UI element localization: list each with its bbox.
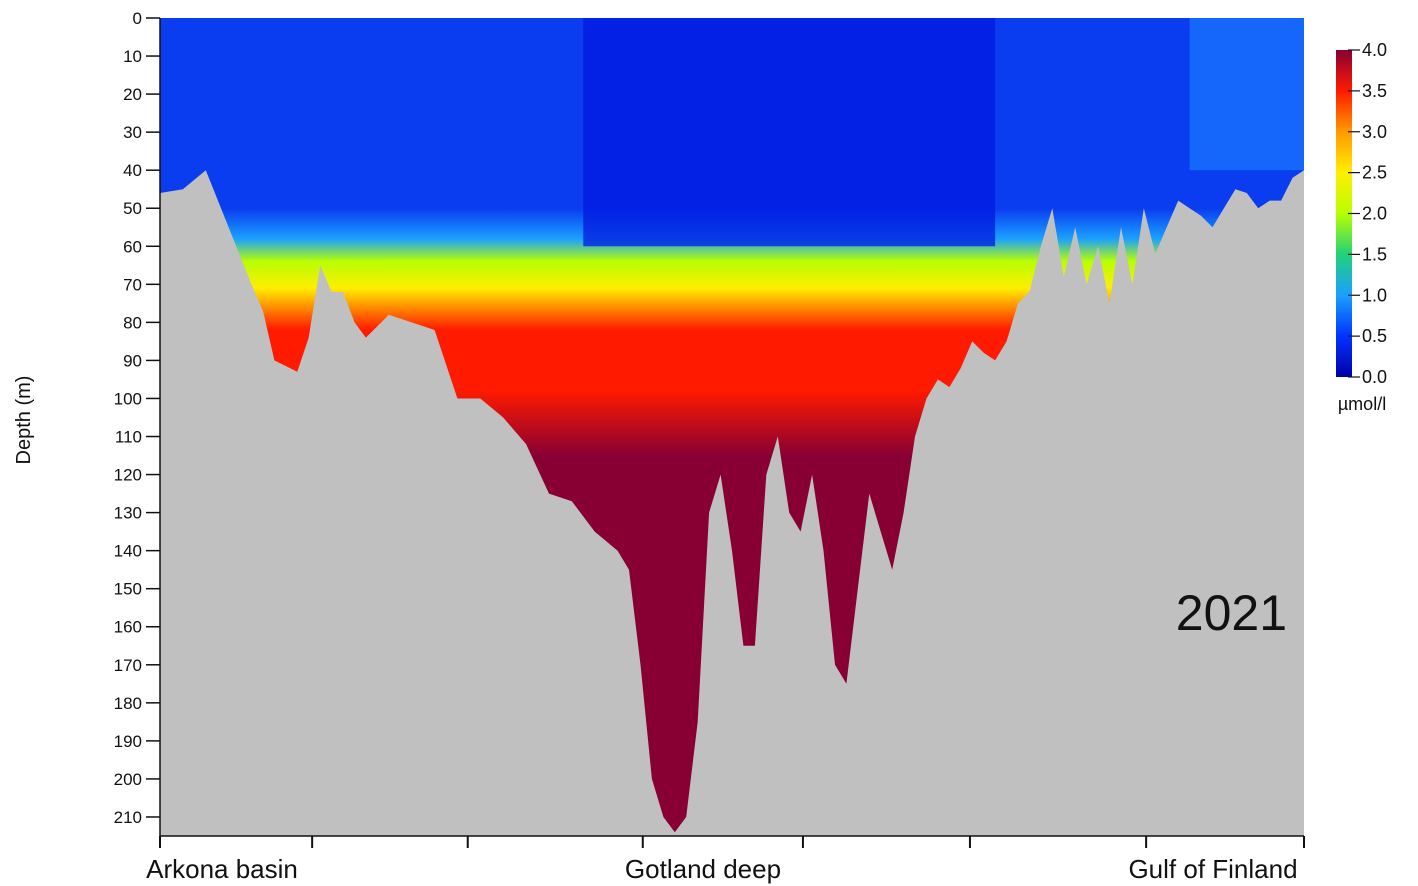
- plot-area: [160, 18, 1304, 836]
- y-tick-label: 180: [114, 694, 142, 713]
- y-tick-label: 10: [123, 47, 142, 66]
- colorbar-tick-label: 1.5: [1362, 244, 1387, 264]
- colorbar-unit-label: µmol/l: [1338, 394, 1386, 414]
- y-tick-label: 160: [114, 618, 142, 637]
- colorbar-tick-label: 4.0: [1362, 40, 1387, 60]
- y-tick-label: 110: [115, 428, 142, 447]
- y-tick-label: 50: [123, 199, 142, 218]
- y-tick-label: 100: [114, 389, 142, 408]
- year-annotation: 2021: [1176, 585, 1287, 641]
- y-tick-label: 90: [123, 351, 142, 370]
- colorbar-tick-label: 0.5: [1362, 326, 1387, 346]
- y-tick-label: 150: [114, 580, 142, 599]
- y-tick-label: 20: [123, 85, 142, 104]
- y-tick-label: 120: [114, 466, 142, 485]
- y-tick-label: 170: [114, 656, 142, 675]
- x-category-label: Gulf of Finland: [1128, 854, 1297, 884]
- y-tick-label: 200: [114, 770, 142, 789]
- y-tick-label: 210: [114, 808, 142, 827]
- x-category-label: Gotland deep: [625, 854, 781, 884]
- colorbar-tick-label: 2.5: [1362, 163, 1387, 183]
- colorbar-tick-label: 2.0: [1362, 204, 1387, 224]
- y-tick-label: 80: [123, 313, 142, 332]
- colorbar-tick-label: 3.0: [1362, 122, 1387, 142]
- y-axis: 0 10 20 30 40 50 60 70 80 90 100 110 120 130 140 150 160…: [114, 9, 161, 836]
- y-tick-label: 0: [133, 9, 142, 28]
- y-tick-label: 70: [123, 275, 142, 294]
- y-tick-label: 30: [123, 123, 142, 142]
- surface-core-patch: [583, 18, 996, 247]
- surface-east-patch: [1189, 18, 1304, 171]
- y-tick-label: 190: [114, 732, 142, 751]
- colorbar-tick-label: 3.5: [1362, 81, 1387, 101]
- y-axis-label: Depth (m): [13, 376, 35, 465]
- x-category-label: Arkona basin: [146, 854, 298, 884]
- y-tick-label: 140: [114, 542, 142, 561]
- colorbar-tick-label: 1.0: [1362, 285, 1387, 305]
- y-tick-label: 130: [114, 504, 142, 523]
- colorbar: 0.0 0.5 1.0 1.5 2.0 2.5 3.0 3.5 4.0 µmol/l: [1336, 40, 1387, 414]
- x-axis: Arkona basin Gotland deep Gulf of Finland: [146, 835, 1305, 884]
- seafloor: [160, 170, 1304, 836]
- colorbar-tick-label: 0.0: [1362, 367, 1387, 387]
- y-tick-label: 60: [123, 237, 142, 256]
- y-tick-label: 40: [123, 161, 142, 180]
